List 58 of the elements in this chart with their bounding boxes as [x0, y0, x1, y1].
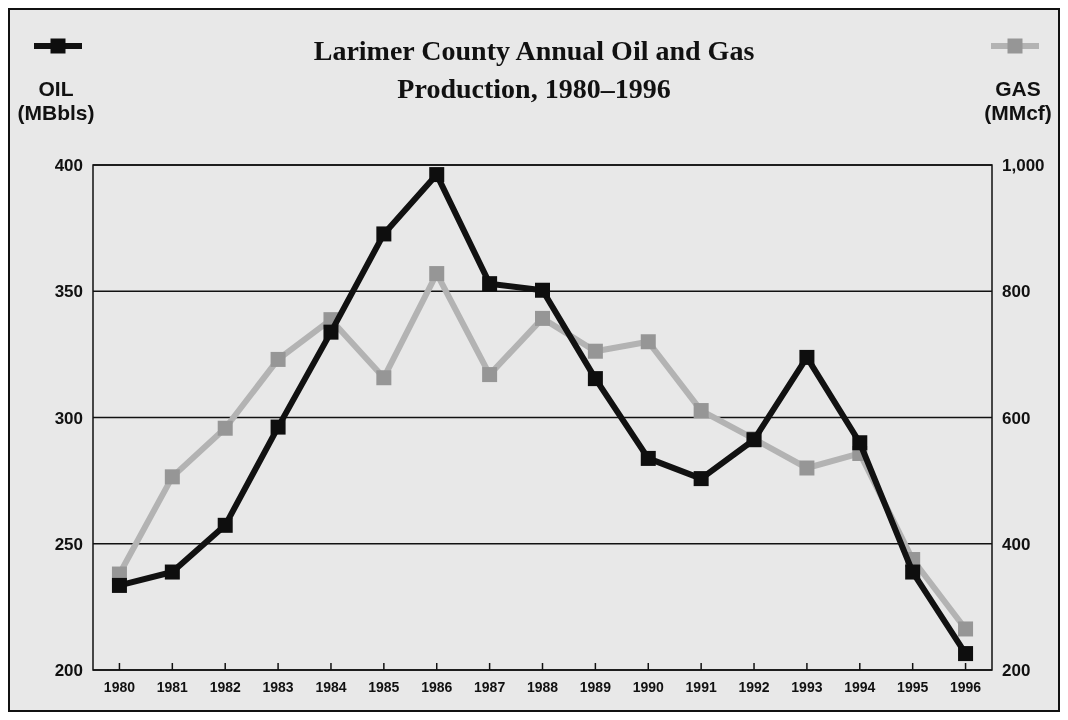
point	[693, 471, 709, 487]
point	[587, 343, 603, 359]
x-tick-label: 1989	[579, 679, 612, 695]
point	[640, 334, 656, 350]
y2-tick-label: 800	[1002, 282, 1031, 302]
y2-tick-label: 400	[1002, 534, 1031, 554]
point	[535, 282, 550, 298]
point	[958, 621, 974, 637]
x-tick-label: 1987	[474, 679, 506, 695]
x-tick-label: 1982	[209, 679, 241, 695]
x-tick-label: 1988	[526, 679, 559, 695]
x-tick-label: 1985	[368, 679, 400, 695]
y2-axis-title: GAS (MMcf)	[984, 77, 1052, 124]
x-tick-label: 1991	[685, 679, 717, 695]
point	[429, 266, 445, 282]
y2-tick-label: 1,000	[1002, 156, 1045, 175]
point	[164, 564, 180, 580]
y-tick-label: 350	[54, 282, 83, 302]
point	[217, 420, 233, 436]
x-tick-label: 1981	[156, 679, 189, 695]
point	[376, 370, 392, 386]
point	[852, 435, 868, 451]
point	[958, 646, 974, 662]
x-tick-label: 1986	[421, 679, 453, 695]
point	[587, 371, 603, 387]
point	[429, 167, 445, 183]
y-tick-label: 400	[54, 156, 83, 175]
point	[799, 349, 815, 365]
x-tick-label: 1984	[315, 679, 347, 695]
point	[693, 403, 709, 419]
x-tick-label: 1983	[262, 679, 294, 695]
chart-title: Larimer County Annual Oil and Gas Production, 1980–1996	[313, 35, 755, 104]
y-tick-label: 250	[54, 534, 83, 554]
x-tick-label: 1992	[738, 679, 770, 695]
y2-tick-label: 600	[1002, 408, 1031, 428]
x-tick-label: 1990	[632, 679, 665, 695]
point	[640, 450, 656, 466]
point	[905, 564, 921, 580]
y-axis-title: OIL (MBbls)	[17, 77, 95, 124]
x-tick-label: 1993	[791, 679, 823, 695]
point	[376, 226, 392, 242]
x-tick-label: 1980	[103, 679, 136, 695]
point	[535, 310, 550, 326]
point	[111, 577, 127, 593]
point	[482, 367, 498, 383]
point	[270, 351, 286, 367]
point	[482, 276, 498, 292]
y2-tick-label: 200	[1002, 661, 1031, 680]
point	[164, 469, 180, 485]
point	[270, 419, 286, 435]
point	[323, 324, 339, 340]
x-tick-label: 1994	[844, 679, 876, 695]
point	[799, 460, 815, 476]
y-tick-label: 200	[54, 661, 83, 680]
x-tick-label: 1995	[897, 679, 929, 695]
y-tick-label: 300	[54, 408, 83, 428]
x-tick-label: 1996	[949, 679, 982, 695]
point	[217, 517, 233, 533]
